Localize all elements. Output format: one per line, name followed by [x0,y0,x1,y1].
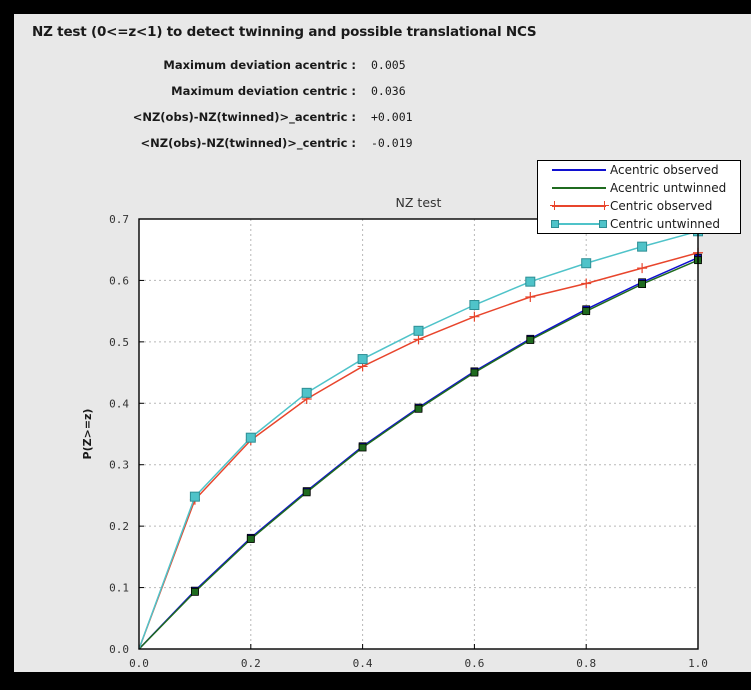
stat-value: -0.019 [371,136,413,150]
y-axis-label: P(Z>=z) [81,409,94,460]
stat-label: <NZ(obs)-NZ(twinned)>_centric : [140,136,356,150]
x-axis-tick-label: 0.2 [241,657,261,670]
data-point-plus [525,292,536,303]
y-axis-tick-label: 0.3 [109,459,129,472]
stat-row: Maximum deviation acentric : 0.005 [126,52,546,78]
data-point-marker [190,587,199,596]
legend-label: Acentric untwinned [610,181,727,195]
stat-row: Maximum deviation centric : 0.036 [126,78,546,104]
plot-frame [138,218,699,650]
data-point-plus [469,311,480,322]
data-point-marker [358,443,367,452]
stat-label: <NZ(obs)-NZ(twinned)>_acentric : [132,110,356,124]
y-axis-tick-label: 0.4 [109,397,129,410]
data-point-square [525,276,536,287]
y-axis-tick-label: 0.2 [109,520,129,533]
data-point-plus [413,334,424,345]
plot-background [139,219,698,649]
legend-item-centric-observed: Centric observed [538,197,740,215]
legend-label: Centric untwinned [610,217,721,231]
x-axis-tick-label: 0.0 [129,657,149,670]
data-point-square [301,387,312,398]
page-title: NZ test (0<=z<1) to detect twinning and … [32,24,537,40]
data-point-square [637,241,648,252]
stat-row: <NZ(obs)-NZ(twinned)>_centric : -0.019 [126,130,546,156]
legend-swatch [548,198,610,214]
stat-value: 0.036 [371,84,406,98]
legend-line [552,187,606,189]
stat-row: <NZ(obs)-NZ(twinned)>_acentric : +0.001 [126,104,546,130]
legend-line [552,205,606,207]
data-point-marker [638,280,646,289]
nz-test-chart: NZ test 0.0 0.1 0.2 0.3 0.4 0.5 0.6 0.7 0.0 0.2 0.4… [14,144,751,672]
data-point-marker [470,368,479,377]
plus-marker-icon [600,201,609,210]
data-point-marker [246,535,255,543]
chart-canvas: NZ test 0.0 0.1 0.2 0.3 0.4 0.5 0.6 0.7 0.0 0.2 0.4… [81,195,708,670]
x-axis-tick-label: 0.6 [464,657,484,670]
chart-title: NZ test [396,195,442,210]
y-axis-tick-label: 0.0 [109,643,129,656]
legend-swatch [548,162,610,178]
report-panel: NZ test (0<=z<1) to detect twinning and … [14,14,751,672]
data-point-square [245,432,256,443]
data-point-square [189,491,200,502]
x-axis-tick-label: 0.4 [353,657,373,670]
data-point-marker [302,488,311,497]
square-marker-icon [551,220,559,228]
y-axis-tick-label: 0.1 [109,582,129,595]
legend-item-centric-untwinned: Centric untwinned [538,215,740,233]
stat-value: +0.001 [371,110,413,124]
y-axis-tick-label: 0.5 [109,336,129,349]
data-point-square [357,354,368,365]
data-point-square [581,258,592,269]
stat-value: 0.005 [371,58,406,72]
statistics-list: Maximum deviation acentric : 0.005 Maxim… [126,52,546,156]
x-axis-tick-label: 1.0 [688,657,708,670]
plus-marker-icon [550,201,559,210]
data-point-square [413,325,424,336]
legend-item-acentric-untwinned: Acentric untwinned [538,179,740,197]
data-point-marker [526,336,535,344]
y-axis-tick-label: 0.7 [109,213,129,226]
chart-legend: Acentric observed Acentric untwinned Centr… [537,160,741,234]
data-point-plus [581,278,592,289]
legend-item-acentric-observed: Acentric observed [538,161,740,179]
y-axis-tick-label: 0.6 [109,274,129,287]
stat-label: Maximum deviation centric : [171,84,356,98]
x-axis-tick-label: 0.8 [576,657,596,670]
data-point-square [469,300,480,310]
legend-line [552,223,606,225]
square-marker-icon [599,220,607,228]
legend-label: Acentric observed [610,163,719,177]
stat-label: Maximum deviation acentric : [163,58,356,72]
data-point-marker [414,404,423,413]
legend-swatch [548,180,610,196]
data-point-marker [582,307,591,316]
legend-swatch [548,216,610,232]
legend-label: Centric observed [610,199,713,213]
legend-line [552,169,606,171]
data-point-plus [637,263,648,274]
